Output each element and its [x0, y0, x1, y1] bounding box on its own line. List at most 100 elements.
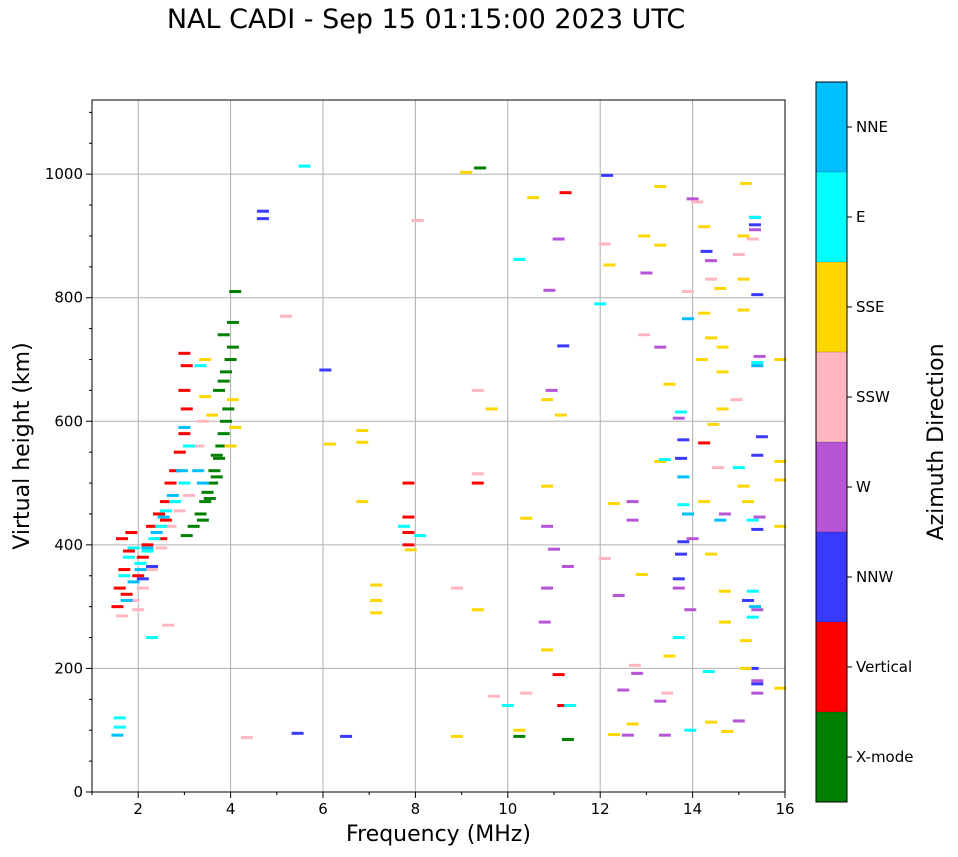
data-point — [751, 682, 764, 686]
colorbar-segment — [816, 262, 847, 352]
data-point — [541, 398, 554, 402]
colorbar-label: Azimuth Direction — [924, 343, 949, 540]
data-point — [118, 574, 131, 578]
data-point — [222, 407, 235, 411]
series-nnw — [136, 173, 768, 738]
data-point — [603, 263, 616, 267]
data-point — [698, 500, 711, 504]
data-point — [598, 556, 611, 560]
data-point — [654, 699, 667, 703]
data-point — [194, 512, 207, 516]
data-point — [695, 358, 708, 361]
data-point — [226, 345, 239, 349]
plot-frame — [91, 99, 786, 793]
chart-title: NAL CADI - Sep 15 01:15:00 2023 UTC — [166, 4, 686, 35]
colorbar-segment — [816, 622, 847, 712]
data-point — [187, 524, 200, 528]
data-point — [132, 608, 145, 612]
y-tick-label: 600 — [54, 412, 83, 430]
data-point — [125, 531, 138, 534]
data-point — [675, 410, 688, 414]
data-point — [226, 398, 239, 402]
data-point — [402, 481, 415, 485]
data-point — [169, 500, 182, 504]
colorbar-tick-label: SSE — [856, 298, 885, 316]
data-point — [122, 549, 135, 553]
colorbar-tick-label: E — [856, 208, 865, 226]
data-point — [356, 500, 369, 504]
data-point — [217, 333, 230, 337]
data-point — [612, 594, 625, 598]
data-point — [402, 515, 415, 519]
data-point — [213, 388, 226, 392]
data-point — [557, 344, 570, 348]
data-point — [716, 345, 729, 349]
data-point — [718, 512, 731, 516]
data-point — [730, 398, 743, 402]
data-point — [256, 217, 269, 221]
data-point — [127, 546, 140, 550]
data-point — [684, 608, 697, 612]
data-point — [681, 512, 694, 516]
data-point — [178, 351, 191, 355]
data-point — [178, 388, 191, 392]
data-point — [120, 598, 133, 602]
data-point — [148, 537, 161, 541]
data-point — [748, 215, 761, 219]
data-point — [739, 181, 752, 185]
data-point — [155, 546, 168, 550]
data-point — [628, 663, 641, 667]
data-point — [626, 500, 639, 504]
data-point — [196, 481, 209, 485]
data-point — [751, 364, 764, 368]
data-point — [714, 518, 727, 522]
data-point — [224, 444, 237, 448]
colorbar-tick-label: SSW — [856, 388, 890, 406]
data-point — [677, 438, 690, 442]
data-point — [658, 458, 671, 462]
data-point — [471, 388, 484, 392]
colorbar-segment — [816, 442, 847, 532]
data-point — [471, 472, 484, 476]
data-point — [663, 382, 676, 386]
data-point — [702, 670, 715, 674]
data-point — [677, 503, 690, 507]
data-point — [737, 308, 750, 312]
data-point — [402, 531, 415, 534]
data-point — [513, 257, 526, 261]
data-point — [746, 237, 759, 241]
data-point — [698, 225, 711, 229]
data-point — [513, 728, 526, 732]
data-point — [208, 469, 221, 473]
data-point — [471, 481, 484, 485]
data-point — [178, 425, 191, 429]
data-point — [751, 691, 764, 695]
data-point — [226, 320, 239, 324]
data-point — [753, 515, 766, 519]
x-tick-label: 8 — [411, 800, 421, 818]
data-point — [356, 429, 369, 433]
data-point — [180, 407, 193, 411]
data-point — [199, 358, 212, 361]
data-point — [686, 537, 699, 541]
data-point — [219, 419, 232, 423]
data-point — [677, 475, 690, 479]
data-point — [136, 586, 149, 590]
data-point — [774, 459, 787, 463]
data-point — [113, 586, 126, 590]
data-point — [162, 623, 175, 627]
data-point — [751, 361, 764, 365]
data-point — [474, 166, 487, 170]
data-point — [559, 191, 572, 195]
data-point — [192, 469, 205, 473]
data-point — [753, 354, 766, 358]
data-point — [718, 620, 731, 624]
data-point — [224, 358, 237, 361]
data-point — [714, 286, 727, 290]
data-point — [134, 561, 147, 565]
data-point — [684, 728, 697, 732]
x-tick-label: 2 — [133, 800, 143, 818]
data-point — [471, 608, 484, 612]
data-point — [746, 666, 759, 670]
